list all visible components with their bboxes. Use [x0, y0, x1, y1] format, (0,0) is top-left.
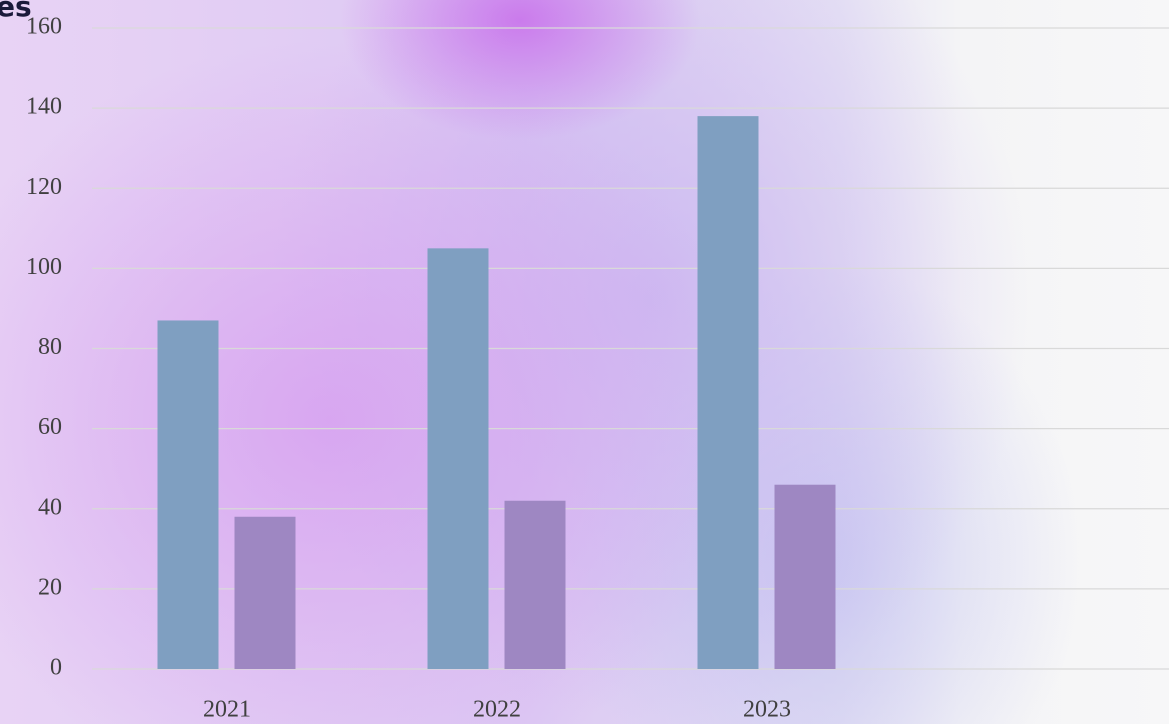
y-tick-label: 120: [26, 174, 62, 200]
bar: [775, 485, 836, 669]
bar: [698, 116, 759, 669]
page: es 020406080100120140160202120222023 (()…: [0, 0, 1169, 724]
bar: [158, 320, 219, 669]
chart: es 020406080100120140160202120222023: [0, 0, 1169, 724]
x-tick-label: 2022: [473, 697, 521, 723]
y-tick-label: 140: [26, 94, 62, 120]
y-tick-label: 0: [50, 655, 62, 681]
y-tick-label: 20: [38, 574, 62, 600]
y-tick-label: 160: [26, 14, 62, 40]
bar: [428, 248, 489, 669]
y-tick-label: 60: [38, 414, 62, 440]
bar: [235, 517, 296, 669]
x-tick-label: 2023: [743, 697, 791, 723]
y-tick-label: 40: [38, 494, 62, 520]
y-tick-label: 80: [38, 334, 62, 360]
x-tick-label: 2021: [203, 697, 251, 723]
bar: [505, 501, 566, 669]
y-tick-label: 100: [26, 254, 62, 280]
